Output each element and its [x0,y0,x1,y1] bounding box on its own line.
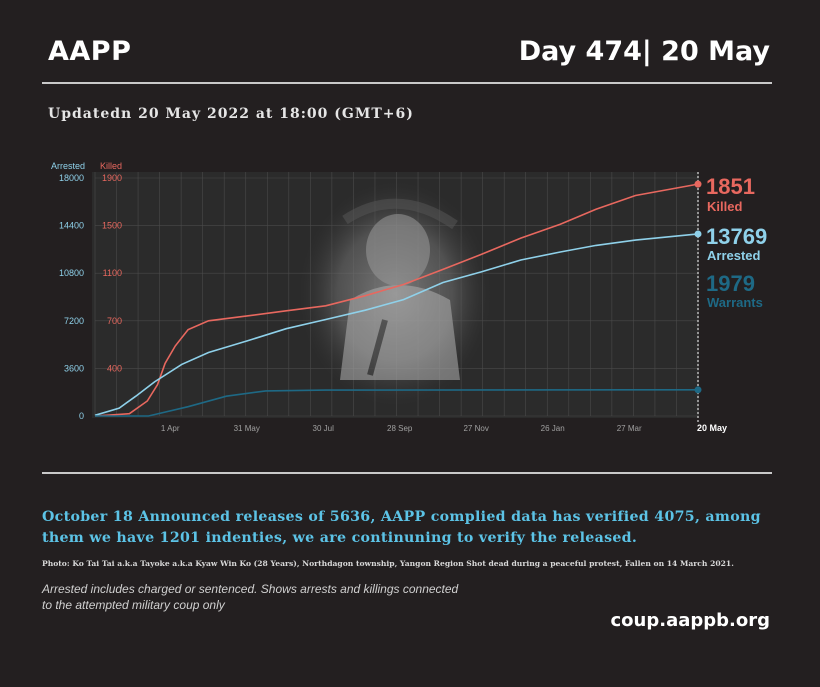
left-tick-label: 0 [79,411,84,421]
end-label-killed: Killed [707,199,742,214]
left-tick-label: 18000 [59,173,84,183]
left-tick-label: 3600 [64,363,84,373]
right-tick-label: 1100 [103,268,122,278]
left-tick-label: 7200 [64,316,84,326]
series-endpoint-warrants [694,386,702,394]
x-tick-label: 26 Jan [541,424,565,433]
brand-title: AAPP [48,36,132,67]
x-tick-label: 27 Mar [617,424,642,433]
photo-caption: Photo: Ko Tai Tai a.k.a Tayoke a.k.a Kya… [42,559,734,568]
end-label-warrants: Warrants [707,295,763,310]
right-axis-title: Killed [100,161,122,171]
right-tick-label: 1900 [102,173,122,183]
series-line-warrants [95,389,699,417]
x-tick-label: 20 May [697,423,727,433]
x-tick-label: 30 Jul [313,424,335,433]
right-tick-label: 700 [107,316,122,326]
left-tick-label: 10800 [59,268,84,278]
x-tick-label: 31 May [234,424,260,433]
x-tick-label: 27 Nov [463,424,488,433]
updated-timestamp: Updatedn 20 May 2022 at 18:00 (GMT+6) [48,106,414,122]
end-value-warrants: 1979 [706,271,755,296]
day-counter: Day 474| 20 May [518,36,770,67]
left-axis-title: Arrested [51,161,85,171]
right-tick-label: 400 [107,363,122,373]
line-chart: Arrested Killed 0 3600 7200 10800 14400 18000 40… [51,161,767,433]
left-tick-label: 14400 [59,221,84,231]
footnote: Arrested includes charged or sentenced. … [42,582,459,612]
x-tick-label: 28 Sep [387,424,413,433]
series-endpoint-arrested [694,230,702,238]
release-headline: October 18 Announced releases of 5636, A… [42,509,761,546]
series-endpoint-killed [694,180,702,188]
chart-panel: Arrested Killed 0 3600 7200 10800 14400 18000 40… [0,150,820,450]
top-divider [42,82,772,84]
end-value-killed: 1851 [706,174,755,199]
end-value-arrested: 13769 [706,224,767,249]
site-link[interactable]: coup.aappb.org [610,610,771,631]
x-tick-label: 1 Apr [161,424,180,433]
series-line-killed [94,183,699,417]
bottom-divider [42,472,772,474]
end-label-arrested: Arrested [707,248,761,263]
right-tick-label: 1500 [102,221,122,231]
series-line-arrested [94,233,699,417]
